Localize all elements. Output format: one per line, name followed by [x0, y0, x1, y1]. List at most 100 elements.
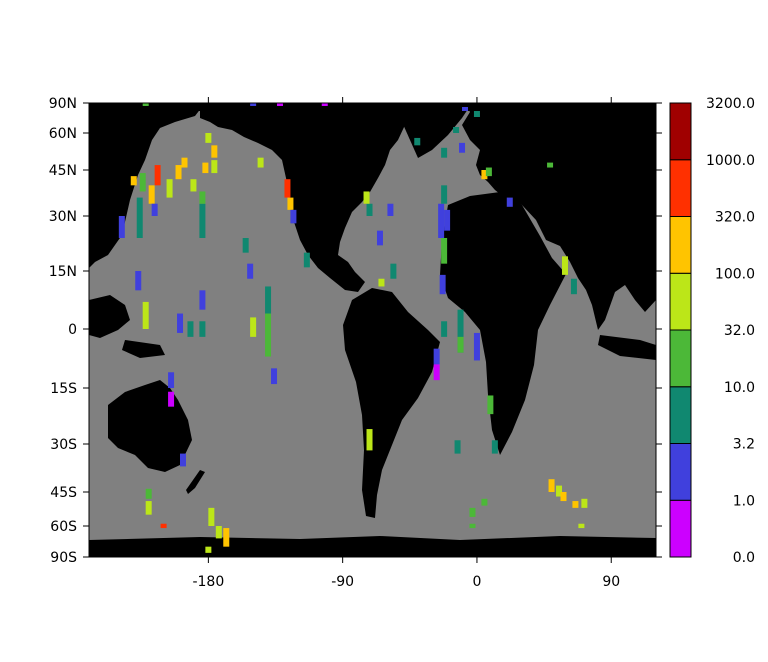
- land-greenland: [395, 103, 472, 158]
- y-tick-label: 90S: [50, 550, 77, 566]
- data-marker: [438, 203, 445, 238]
- data-marker: [376, 230, 383, 246]
- colorbar-swatch: [669, 443, 692, 501]
- x-tick-label: -90: [331, 574, 354, 590]
- data-marker: [321, 103, 328, 106]
- data-marker: [444, 209, 451, 231]
- data-marker: [481, 170, 488, 180]
- data-marker: [271, 368, 278, 385]
- data-marker: [187, 321, 194, 337]
- data-marker: [168, 372, 175, 388]
- data-marker: [441, 147, 448, 158]
- land-south-america: [343, 288, 440, 518]
- y-tick-label: 45N: [49, 163, 77, 179]
- data-marker: [223, 528, 230, 547]
- data-marker: [276, 103, 283, 106]
- colorbar-label: 0.0: [733, 550, 755, 566]
- map-frame: [88, 102, 657, 558]
- data-marker: [441, 321, 448, 337]
- y-tick-label: 60N: [49, 126, 77, 142]
- data-marker: [160, 523, 167, 529]
- x-tick-label: 90: [602, 574, 620, 590]
- data-marker: [180, 453, 187, 467]
- data-marker: [145, 488, 152, 499]
- data-marker: [387, 203, 394, 216]
- colorbar-label: 3200.0: [706, 96, 755, 112]
- land-east-asia-west-edge: [89, 103, 205, 268]
- data-marker: [142, 103, 149, 106]
- y-tick-label: 15N: [49, 264, 77, 280]
- data-marker: [205, 546, 212, 553]
- data-marker: [441, 238, 448, 264]
- y-tick-label: 30N: [49, 209, 77, 225]
- colorbar-label: 10.0: [724, 380, 755, 396]
- data-marker: [145, 501, 152, 515]
- data-marker: [151, 203, 158, 216]
- data-marker: [560, 492, 567, 502]
- data-marker: [154, 165, 161, 186]
- colorbar-label: 320.0: [715, 210, 755, 226]
- data-marker: [211, 145, 218, 158]
- data-marker: [469, 523, 476, 529]
- y-tick-label: 0: [68, 322, 77, 338]
- land-masses: [89, 103, 656, 557]
- colorbar-label: 32.0: [724, 323, 755, 339]
- data-marker: [570, 278, 577, 295]
- colorbar-swatch: [669, 272, 692, 331]
- data-markers: [118, 103, 588, 553]
- x-tick-label: 0: [472, 574, 481, 590]
- data-marker: [199, 191, 206, 204]
- data-marker: [366, 429, 373, 451]
- data-marker: [142, 301, 149, 329]
- land-africa: [440, 192, 566, 455]
- land-antarctica: [89, 536, 656, 557]
- data-marker: [481, 498, 488, 506]
- data-marker: [491, 440, 498, 454]
- data-marker: [454, 440, 461, 454]
- data-marker: [211, 160, 218, 174]
- data-marker: [506, 197, 513, 207]
- data-marker: [473, 111, 480, 117]
- data-marker: [166, 179, 173, 198]
- x-axis: -180 -90 0 90: [192, 97, 620, 590]
- data-marker: [414, 137, 421, 146]
- data-marker: [247, 263, 254, 279]
- data-marker: [199, 321, 206, 337]
- y-tick-label: 45S: [50, 485, 77, 501]
- data-marker: [130, 176, 137, 186]
- colorbar-label: 3.2: [733, 437, 755, 453]
- colorbar-label: 100.0: [715, 266, 755, 282]
- data-marker: [265, 286, 272, 314]
- data-marker: [287, 197, 294, 210]
- colorbar-label: 1.0: [733, 493, 755, 509]
- data-marker: [578, 523, 585, 529]
- data-marker: [459, 142, 466, 153]
- data-marker: [139, 173, 146, 192]
- data-marker: [136, 197, 143, 238]
- data-marker: [572, 501, 579, 508]
- data-marker: [284, 179, 291, 198]
- data-marker: [215, 526, 222, 539]
- colorbar-swatch: [669, 102, 692, 161]
- colorbar-swatch: [669, 386, 692, 444]
- colorbar-swatch: [669, 159, 692, 217]
- data-marker: [175, 165, 182, 180]
- colorbar-swatch: [669, 329, 692, 388]
- colorbar-swatch: [669, 216, 692, 274]
- data-marker: [547, 162, 554, 168]
- data-marker: [487, 395, 494, 415]
- colorbar-label: 1000.0: [706, 153, 755, 169]
- data-marker: [561, 256, 568, 275]
- data-marker: [205, 133, 212, 143]
- data-marker: [202, 162, 209, 174]
- land-north-america: [200, 103, 420, 292]
- data-marker: [433, 364, 440, 381]
- data-marker: [265, 313, 272, 357]
- data-marker: [290, 209, 297, 224]
- y-tick-label: 90N: [49, 96, 77, 112]
- data-marker: [303, 252, 310, 268]
- y-tick-label: 15S: [50, 381, 77, 397]
- data-marker: [378, 278, 385, 287]
- data-marker: [548, 479, 555, 492]
